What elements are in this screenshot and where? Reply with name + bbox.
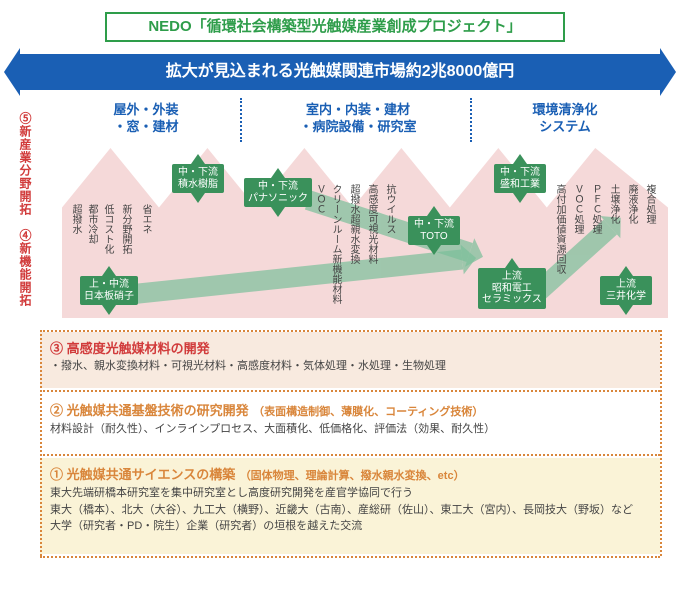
stream-box-b1: 中・下流積水樹脂 — [172, 164, 224, 193]
vertical-label: 高付加価値資源回収 — [554, 184, 565, 274]
vertical-label: クリーンルーム新機能材料 — [330, 184, 341, 304]
divider-v — [660, 330, 662, 556]
section-3-body: ・撥水、親水変換材料・可視光材料・高感度材料・気体処理・水処理・生物処理 — [50, 359, 650, 374]
column-header-2: 環境清浄化 システム — [490, 98, 640, 142]
vertical-label: 低コスト化 — [102, 204, 113, 254]
vertical-label: 省エネ — [140, 204, 151, 234]
stream-box-b5: 上流昭和電工セラミックス — [478, 268, 546, 309]
vertical-label: ＰＦＣ処理 — [590, 184, 601, 234]
market-banner: 拡大が見込まれる光触媒関連市場約2兆8000億円 — [16, 54, 664, 90]
banner-arrow-right — [660, 48, 676, 96]
section-1-body1: 東大先端研橋本研究室を集中研究室とし高度研究開発を産官学協同で行う — [50, 486, 650, 501]
section-2-heading: ② 光触媒共通基盤技術の研究開発 （表面構造制御、薄膜化、コーティング技術） — [50, 400, 650, 420]
section-1-body2: 東大（橋本）、北大（大谷）、九工大（横野）、近畿大（古南）、産総研（佐山）、東工… — [50, 503, 650, 534]
section-3-title: ③ 高感度光触媒材料の開発 — [50, 338, 650, 357]
vertical-label: 高感度可視光材料 — [366, 184, 377, 264]
stream-box-b7: 上流三井化学 — [600, 276, 652, 305]
vertical-label: ＶＯＣ — [314, 184, 325, 214]
vertical-label: 土壌浄化 — [608, 184, 619, 224]
stream-box-b3: 中・下流TOTO — [408, 216, 460, 245]
column-separator — [240, 98, 242, 142]
vertical-label: 超撥水超親水変換 — [348, 184, 359, 264]
vertical-label: 都市冷却 — [86, 204, 97, 244]
section-1: ① 光触媒共通サイエンスの構築 （固体物理、理論計算、撥水親水変換、etc） 東… — [40, 458, 660, 554]
section-2-title: ② 光触媒共通基盤技術の研究開発 — [50, 403, 249, 418]
section-1-title: ① 光触媒共通サイエンスの構築 — [50, 467, 235, 482]
stream-box-b6: 上・中流日本板硝子 — [80, 276, 138, 305]
vertical-label: 廃液浄化 — [626, 184, 637, 224]
vertical-label: ＶＯＣ処理 — [572, 184, 583, 234]
section-3: ③ 高感度光触媒材料の開発 ・撥水、親水変換材料・可視光材料・高感度材料・気体処… — [40, 332, 660, 388]
divider — [40, 390, 660, 392]
column-header-1: 室内・内装・建材 ・病院設備・研究室 — [258, 98, 458, 142]
vertical-label: 超撥水 — [70, 204, 81, 234]
divider — [40, 330, 660, 332]
section-2: ② 光触媒共通基盤技術の研究開発 （表面構造制御、薄膜化、コーティング技術） 材… — [40, 394, 660, 452]
vertical-label: 複合処理 — [644, 184, 655, 224]
vertical-label: 抗ウイルス — [384, 184, 395, 234]
divider — [40, 454, 660, 456]
divider — [40, 556, 660, 558]
column-separator — [470, 98, 472, 142]
section-2-body: 材料設計（耐久性）、インラインプロセス、大面積化、低価格化、評価法（効果、耐久性… — [50, 422, 650, 437]
vertical-label: 新分野開拓 — [120, 204, 131, 254]
section-1-heading: ① 光触媒共通サイエンスの構築 （固体物理、理論計算、撥水親水変換、etc） — [50, 464, 650, 484]
section-1-paren: （固体物理、理論計算、撥水親水変換、etc） — [240, 470, 465, 482]
diagram-root: NEDO「循環社会構築型光触媒産業創成プロジェクト」 拡大が見込まれる光触媒関連… — [0, 0, 680, 597]
project-title: NEDO「循環社会構築型光触媒産業創成プロジェクト」 — [105, 12, 565, 42]
section-2-paren: （表面構造制御、薄膜化、コーティング技術） — [253, 406, 483, 418]
column-header-0: 屋外・外装 ・窓・建材 — [66, 98, 226, 142]
stream-box-b4: 中・下流盛和工業 — [494, 164, 546, 193]
divider-v — [40, 330, 42, 556]
side-label: ⑤新産業分野開拓 ④新機能開拓 — [18, 112, 34, 307]
stream-box-b2: 中・下流パナソニック — [244, 178, 312, 207]
